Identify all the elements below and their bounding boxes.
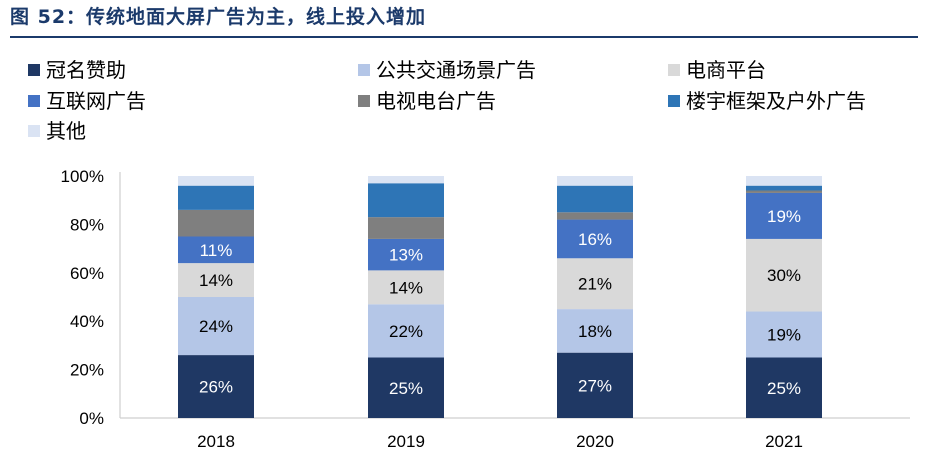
data-label: 22% (389, 322, 423, 341)
legend-item: 公共交通场景广告 (358, 57, 536, 83)
legend-label: 冠名赞助 (46, 58, 126, 82)
data-label: 25% (767, 379, 801, 398)
bar-segment (746, 357, 822, 418)
legend-item: 冠名赞助 (28, 57, 126, 83)
title-divider (10, 36, 918, 38)
bar-segment (746, 190, 822, 193)
data-label: 14% (199, 271, 233, 290)
data-label: 30% (767, 266, 801, 285)
y-tick-label: 80% (70, 215, 104, 234)
data-label: 11% (200, 241, 233, 260)
bar-segment (368, 238, 444, 271)
legend-swatch (28, 64, 40, 76)
data-label: 19% (767, 207, 801, 226)
legend-swatch (358, 95, 370, 107)
bar-segment (368, 176, 444, 184)
legend-item: 其他 (28, 118, 86, 144)
data-label: 26% (199, 378, 233, 397)
bar-segment (178, 185, 254, 210)
bar-segment (557, 212, 633, 220)
legend-label: 电商平台 (686, 58, 766, 82)
legend-item: 楼宇框架及户外广告 (668, 88, 866, 114)
bar-segment (746, 176, 822, 186)
x-tick-label: 2020 (576, 432, 614, 451)
y-tick-label: 20% (70, 361, 104, 380)
legend-label: 楼宇框架及户外广告 (686, 89, 866, 113)
x-tick-label: 2018 (197, 432, 235, 451)
data-label: 13% (389, 246, 423, 265)
bar-segment (368, 304, 444, 358)
bar-segment (368, 357, 444, 418)
bar-segment (178, 263, 254, 297)
bar-segment (557, 258, 633, 310)
legend-label: 互联网广告 (46, 89, 146, 113)
bar-segment (746, 192, 822, 239)
legend: 冠名赞助 公共交通场景广告 电商平台互联网广告 电视电台广告 楼宇框架及户外广告其他 (0, 0, 931, 160)
bar-segment (746, 238, 822, 312)
legend-item: 互联网广告 (28, 88, 146, 114)
bar-segment (557, 185, 633, 213)
data-label: 27% (578, 376, 612, 395)
bar-segment (178, 176, 254, 186)
bar-segment (178, 236, 254, 264)
data-label: 25% (389, 379, 423, 398)
bar-segment (178, 355, 254, 418)
bar-segment (746, 185, 822, 191)
bar-segment (368, 183, 444, 218)
legend-item: 电商平台 (668, 57, 766, 83)
bar-segment (746, 311, 822, 358)
data-label: 18% (578, 322, 612, 341)
legend-label: 其他 (46, 119, 86, 143)
x-tick-label: 2021 (765, 432, 803, 451)
data-label: 19% (767, 326, 801, 345)
bar-segment (368, 217, 444, 239)
y-tick-label: 60% (70, 264, 104, 283)
data-label: 24% (199, 317, 233, 336)
legend-label: 公共交通场景广告 (376, 58, 536, 82)
data-label: 16% (578, 230, 612, 249)
legend-label: 电视电台广告 (376, 89, 496, 113)
legend-swatch (358, 64, 370, 76)
data-label: 14% (389, 278, 423, 297)
bar-segment (178, 209, 254, 237)
legend-swatch (668, 95, 680, 107)
bar-segment (178, 297, 254, 356)
x-tick-label: 2019 (387, 432, 425, 451)
y-tick-label: 40% (70, 312, 104, 331)
y-tick-label: 0% (79, 409, 104, 428)
legend-swatch (28, 125, 40, 137)
y-tick-label: 100% (61, 167, 104, 186)
bar-segment (557, 309, 633, 353)
legend-swatch (668, 64, 680, 76)
bar-segment (557, 219, 633, 259)
data-label: 21% (578, 275, 612, 294)
bar-segment (557, 176, 633, 186)
bar-segment (368, 270, 444, 305)
bar-segment (557, 352, 633, 418)
figure-title: 图 52：传统地面大屏广告为主，线上投入增加 (10, 6, 427, 28)
legend-swatch (28, 95, 40, 107)
legend-item: 电视电台广告 (358, 88, 496, 114)
